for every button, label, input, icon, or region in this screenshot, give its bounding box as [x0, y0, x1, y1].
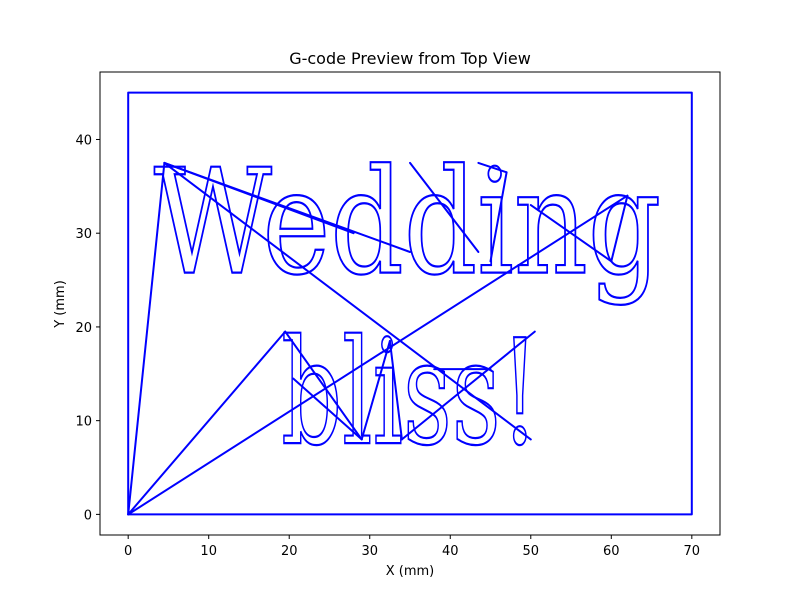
x-axis: 0 10 20 30 40 50 60 70	[124, 535, 700, 559]
text-outline-0: Wedding	[154, 139, 661, 308]
x-tick-label: 10	[200, 544, 217, 559]
axes-frame	[99, 71, 721, 536]
travel-path-10	[388, 340, 403, 441]
travel-path-6	[127, 194, 629, 516]
travel-path-1	[127, 161, 166, 516]
x-tick-label: 60	[603, 544, 620, 559]
y-tick-label: 20	[75, 321, 92, 336]
x-tick-label: 20	[281, 544, 298, 559]
y-tick-label: 40	[75, 133, 92, 148]
border-path	[127, 91, 693, 516]
travel-path-16	[610, 194, 629, 263]
y-axis: 0 10 20 30 40	[75, 133, 100, 523]
y-tick-label: 0	[84, 508, 92, 523]
travel-path-9	[360, 340, 391, 441]
travel-path-7	[284, 330, 363, 441]
x-tick-label: 50	[523, 544, 540, 559]
travel-path-13	[477, 161, 508, 174]
travel-path-11	[400, 330, 536, 441]
chart-title: G-code Preview from Top View	[289, 49, 531, 68]
y-tick-label: 30	[75, 227, 92, 242]
x-tick-label: 40	[442, 544, 459, 559]
x-tick-label: 0	[124, 544, 132, 559]
travel-path-14	[489, 171, 508, 263]
travel-path-8	[292, 377, 363, 441]
travel-path-4	[163, 161, 532, 441]
y-axis-label: Y (mm)	[53, 280, 68, 329]
text-outline-1: bliss!	[281, 309, 539, 478]
travel-path-15	[529, 204, 613, 263]
travel-path-5	[127, 330, 287, 516]
x-tick-label: 70	[684, 544, 701, 559]
y-tick-label: 10	[75, 415, 92, 430]
travel-path-3	[163, 161, 411, 253]
x-tick-label: 30	[361, 544, 378, 559]
travel-path-12	[409, 161, 480, 253]
x-axis-label: X (mm)	[386, 564, 435, 579]
